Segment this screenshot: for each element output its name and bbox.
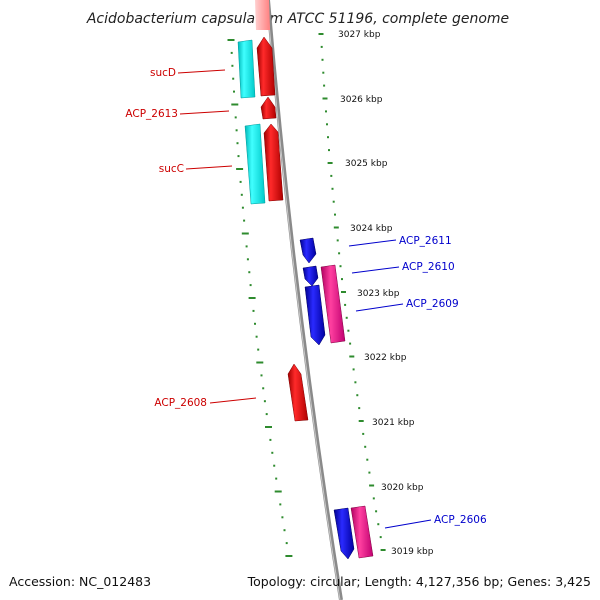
gene-label-ACP_2611: ACP_2611 <box>399 235 452 247</box>
gene-shape-ACP_2609 <box>304 284 326 346</box>
ruler-tick-label: 3023 kbp <box>357 289 400 299</box>
rna-shape-sucD <box>237 39 256 99</box>
ruler-labels: 3027 kbp 3026 kbp 3025 kbp 3024 kbp 3023… <box>338 30 434 557</box>
inner-tick-track <box>227 39 293 557</box>
rna-shape-ACP_2606 <box>350 505 374 559</box>
gene-shape-ACP_2613 <box>260 96 277 120</box>
leader-line <box>351 266 400 274</box>
leader-line <box>185 165 233 170</box>
gene-shape-sucD <box>256 36 276 97</box>
gene-shape-sucC <box>263 123 284 202</box>
leader-line <box>179 110 230 115</box>
gene-label-ACP_2606: ACP_2606 <box>434 514 487 526</box>
gene-label-ACP_2610: ACP_2610 <box>402 261 455 273</box>
features-reverse <box>299 237 374 560</box>
gene-shape-ACP_2610 <box>302 265 319 287</box>
leader-line <box>209 397 257 404</box>
rna-shape-ACP_2609 <box>320 264 346 344</box>
ruler-tick-label: 3020 kbp <box>381 483 424 493</box>
ruler-tick-label: 3027 kbp <box>338 30 381 40</box>
ruler-tick-label: 3025 kbp <box>345 159 388 169</box>
gene-label-sucC: sucC <box>159 163 184 175</box>
accession-text: Accession: NC_012483 <box>9 574 152 589</box>
ruler-tick-label: 3024 kbp <box>350 224 393 234</box>
gene-shape-faded <box>255 0 270 30</box>
gene-shape-ACP_2611 <box>299 237 317 264</box>
leader-line <box>348 239 397 247</box>
gene-label-sucD: sucD <box>150 67 176 79</box>
rna-shape-sucC <box>244 123 266 205</box>
ruler-tick-label: 3021 kbp <box>372 418 415 428</box>
ruler-tick-label: 3019 kbp <box>391 547 434 557</box>
gene-label-ACP_2609: ACP_2609 <box>406 298 459 310</box>
leader-line <box>384 519 432 529</box>
leader-line <box>177 69 226 74</box>
gene-shape-ACP_2606 <box>333 507 355 560</box>
genome-backbone <box>266 0 343 600</box>
ruler-tick-label: 3026 kbp <box>340 95 383 105</box>
topology-text: Topology: circular; Length: 4,127,356 bp… <box>247 574 591 589</box>
gene-label-ACP_2608: ACP_2608 <box>154 397 207 409</box>
gene-labels: sucD ACP_2613 sucC ACP_2611 ACP_2610 ACP… <box>125 67 487 529</box>
leader-line <box>355 303 404 312</box>
map-title: Acidobacterium capsulatum ATCC 51196, co… <box>86 11 509 27</box>
gene-shape-ACP_2608 <box>287 363 309 422</box>
features-forward <box>237 0 309 422</box>
outer-tick-track <box>318 33 386 551</box>
ruler-tick-label: 3022 kbp <box>364 353 407 363</box>
gene-label-ACP_2613: ACP_2613 <box>125 108 178 120</box>
